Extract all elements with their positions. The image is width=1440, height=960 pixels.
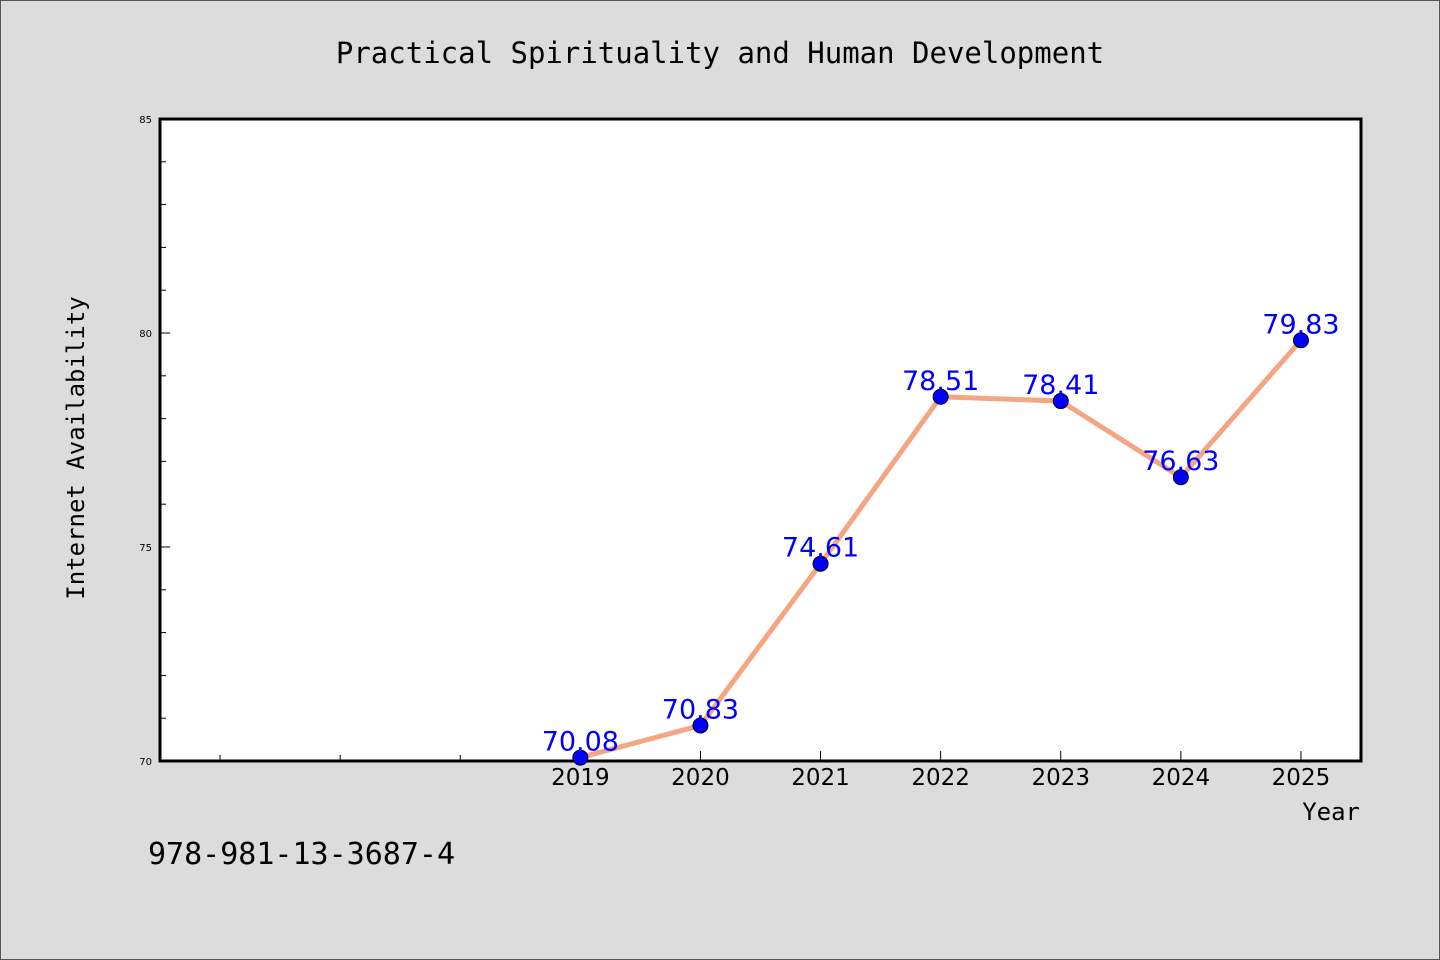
y-tick-label: 80 xyxy=(139,329,152,340)
data-label: 70.83 xyxy=(662,694,739,725)
data-label: 78.51 xyxy=(902,366,979,397)
y-tick-label: 70 xyxy=(139,757,152,768)
data-label: 79.83 xyxy=(1262,309,1339,340)
data-label: 70.08 xyxy=(542,727,619,758)
x-tick-label: 2023 xyxy=(1031,765,1090,791)
x-axis-label: Year xyxy=(1302,798,1360,826)
data-point xyxy=(572,749,589,766)
x-axis: 2019 2020 2021 2022 2023 2024 2025 xyxy=(219,751,1331,791)
data-points xyxy=(572,332,1309,766)
data-label: 74.61 xyxy=(782,533,859,564)
data-point xyxy=(1052,393,1069,410)
x-tick-label: 2021 xyxy=(791,765,850,791)
y-tick-label: 85 xyxy=(139,115,152,126)
y-axis: 70 75 80 85 xyxy=(139,115,170,768)
data-label: 78.41 xyxy=(1022,370,1099,401)
plot-area xyxy=(158,117,1363,763)
chart-title: Practical Spirituality and Human Develop… xyxy=(336,36,1104,70)
data-point xyxy=(1172,469,1189,486)
data-label: 76.63 xyxy=(1142,446,1219,477)
x-tick-label: 2020 xyxy=(671,765,730,791)
x-tick-label: 2024 xyxy=(1152,765,1211,791)
data-labels: 70.08 70.83 74.61 78.51 78.41 76.63 79.83 xyxy=(542,309,1340,757)
data-point xyxy=(692,717,709,734)
isbn-footnote: 978-981-13-3687-4 xyxy=(148,837,455,872)
data-point xyxy=(1292,332,1309,349)
y-axis-label: Internet Availability xyxy=(62,296,90,599)
y-tick-label: 75 xyxy=(139,543,152,554)
data-point xyxy=(812,555,829,572)
x-tick-label: 2019 xyxy=(551,765,610,791)
x-tick-label: 2025 xyxy=(1272,765,1331,791)
x-tick-label: 2022 xyxy=(911,765,970,791)
data-point xyxy=(932,388,949,405)
